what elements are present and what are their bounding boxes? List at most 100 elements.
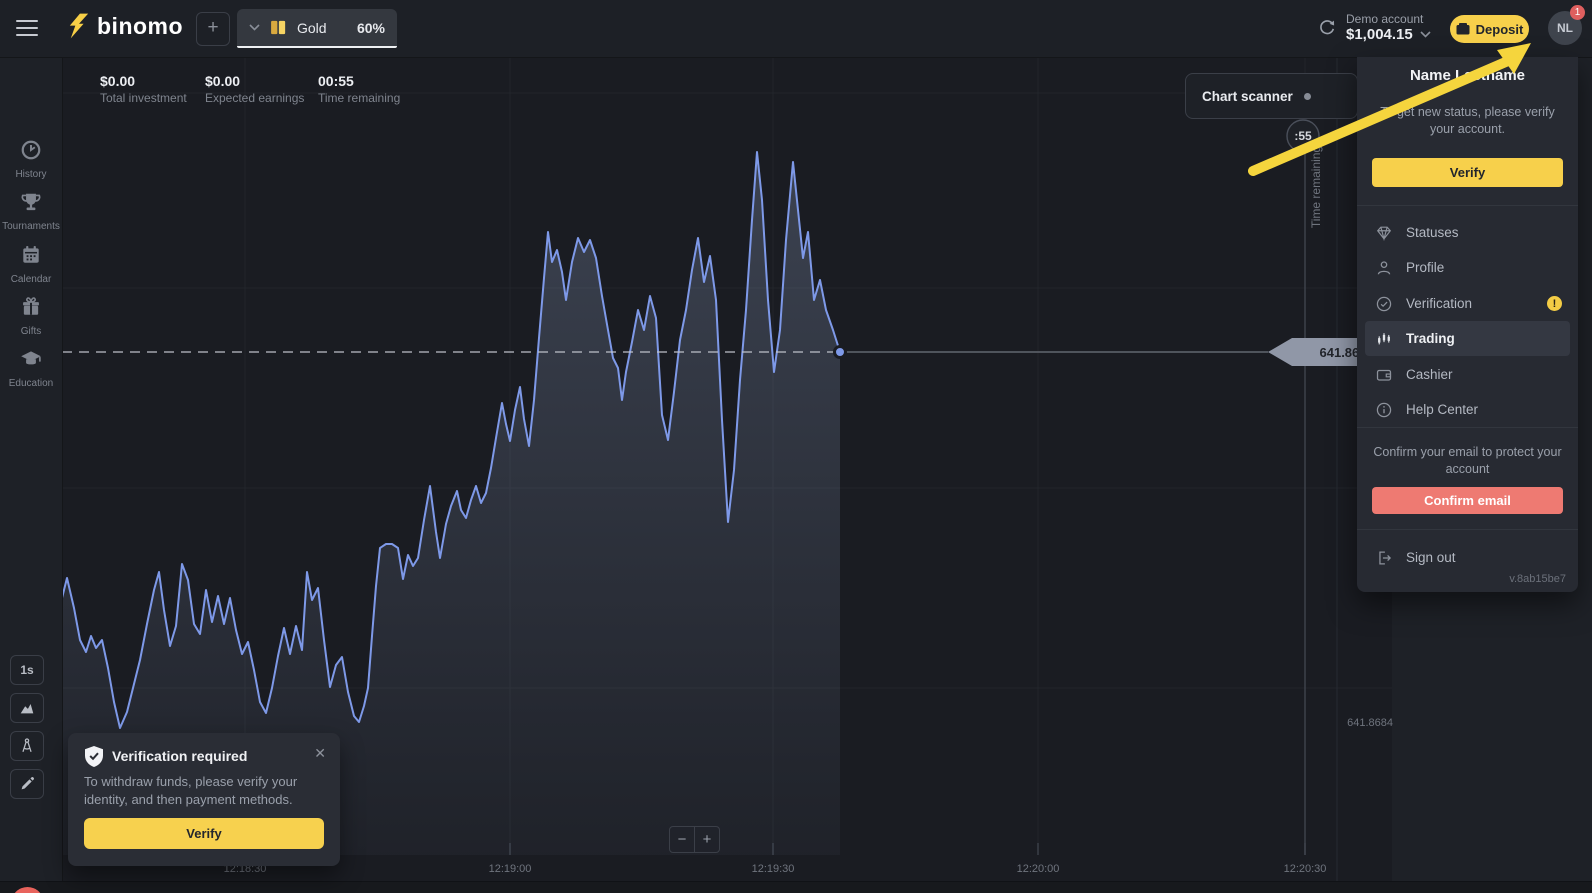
user-menu-panel: Name Lastname To get new status, please … xyxy=(1357,57,1578,592)
zoom-in-button[interactable]: + xyxy=(702,831,712,848)
menu-item-label: Verification xyxy=(1406,296,1473,311)
time-axis-label: 12:19:30 xyxy=(751,863,795,875)
stat-expected-earnings: $0.00 Expected earnings xyxy=(205,73,304,105)
wallet-icon xyxy=(1376,369,1392,381)
menu-item-label: Cashier xyxy=(1406,367,1453,382)
time-axis-label: 12:20:00 xyxy=(1016,863,1060,875)
left-sidebar: History Tournaments Calendar xyxy=(0,57,63,893)
asset-tab-gold[interactable]: Gold 60% xyxy=(237,9,397,48)
menu-item-statuses[interactable]: Statuses xyxy=(1365,215,1570,250)
app-version: v.8ab15be7 xyxy=(1509,573,1566,585)
sign-out-label: Sign out xyxy=(1406,550,1456,565)
verification-warning-badge: ! xyxy=(1547,296,1562,311)
chart-scanner-label: Chart scanner xyxy=(1202,88,1293,104)
time-axis-label: 12:19:00 xyxy=(488,863,532,875)
divider xyxy=(1357,427,1578,428)
time-axis-label: 12:18:30 xyxy=(223,863,267,875)
account-chevron-down-icon[interactable] xyxy=(1420,25,1431,43)
chart-scanner-button[interactable]: Chart scanner xyxy=(1185,73,1358,119)
menu-item-label: Trading xyxy=(1406,331,1455,346)
sidebar-item-label: Education xyxy=(8,378,54,389)
stat-label: Total investment xyxy=(100,91,187,105)
asset-payout: 60% xyxy=(356,19,385,36)
chart-scanner-status-dot xyxy=(1303,92,1311,100)
chevron-down-icon xyxy=(249,24,260,31)
asset-name: Gold xyxy=(297,19,327,36)
trophy-icon xyxy=(21,193,41,211)
gem-icon xyxy=(1376,226,1392,241)
sidebar-item-history[interactable]: History xyxy=(0,139,62,180)
sidebar-item-label: Calendar xyxy=(10,274,52,285)
wallet-icon xyxy=(1456,23,1470,35)
calendar-icon xyxy=(23,245,39,263)
user-name: Name Lastname xyxy=(1409,67,1526,84)
add-asset-button[interactable]: + xyxy=(196,12,230,46)
timeframe-button[interactable]: 1s xyxy=(10,655,44,685)
drawing-tools-button[interactable] xyxy=(10,769,44,799)
verify-account-button[interactable]: Verify xyxy=(1372,158,1563,187)
sidebar-item-education[interactable]: Education xyxy=(0,348,62,389)
menu-item-verification[interactable]: Verification ! xyxy=(1365,286,1570,321)
sidebar-item-label: Tournaments xyxy=(2,221,60,232)
sidebar-item-tournaments[interactable]: Tournaments xyxy=(0,191,62,232)
sidebar-item-label: Gifts xyxy=(20,326,42,337)
close-icon[interactable]: ✕ xyxy=(314,745,326,761)
time-axis: 12:18:30 12:19:00 12:19:30 12:20:00 12:20:30 xyxy=(62,863,1392,879)
menu-item-label: Profile xyxy=(1406,260,1445,275)
divider xyxy=(1357,205,1578,206)
account-type-label: Demo account xyxy=(1346,12,1424,26)
sign-out-button[interactable]: Sign out xyxy=(1365,540,1570,575)
pencil-icon xyxy=(21,777,34,790)
sidebar-item-label: History xyxy=(15,169,47,180)
verify-notification-button[interactable]: Verify xyxy=(84,818,324,849)
sidebar-item-calendar[interactable]: Calendar xyxy=(0,244,62,285)
time-axis-label: 12:20:30 xyxy=(1283,863,1327,875)
bottom-strip xyxy=(0,881,1592,893)
stat-value: 00:55 xyxy=(318,73,354,89)
check-circle-icon xyxy=(1376,296,1392,311)
gift-icon xyxy=(23,297,39,315)
account-balance: $1,004.15 xyxy=(1346,26,1413,43)
gold-asset-icon xyxy=(271,20,286,35)
stat-value: $0.00 xyxy=(100,73,136,89)
sign-out-icon xyxy=(1379,551,1392,564)
confirm-email-button[interactable]: Confirm email xyxy=(1372,487,1563,514)
menu-item-help-center[interactable]: Help Center xyxy=(1365,392,1570,427)
zoom-out-button[interactable]: − xyxy=(670,827,695,852)
clock-icon xyxy=(21,140,41,160)
candlestick-chart-icon xyxy=(1378,332,1390,344)
menu-item-label: Help Center xyxy=(1406,402,1479,417)
refresh-balance-icon[interactable] xyxy=(1318,19,1336,42)
divider xyxy=(1357,529,1578,530)
chart-type-button[interactable] xyxy=(10,693,44,723)
logo-text: binomo xyxy=(97,13,184,39)
email-hint: Confirm your email to protect your accou… xyxy=(1373,445,1562,476)
binomo-logo: binomo xyxy=(68,13,183,40)
time-remaining-axis-label: Time remaining xyxy=(1309,146,1323,228)
expiry-timer-text: :55 xyxy=(1294,129,1312,143)
stat-total-investment: $0.00 Total investment xyxy=(100,73,187,105)
sidebar-item-gifts[interactable]: Gifts xyxy=(0,296,62,337)
price-axis-label: 641.8684 xyxy=(1347,717,1393,729)
area-chart-icon xyxy=(20,703,34,714)
deposit-button[interactable]: Deposit xyxy=(1450,15,1529,43)
person-icon xyxy=(1377,260,1391,275)
indicators-button[interactable] xyxy=(10,731,44,761)
stat-label: Expected earnings xyxy=(205,91,305,105)
menu-item-label: Statuses xyxy=(1406,225,1459,240)
lightning-bolt-icon xyxy=(69,13,89,39)
drafting-compass-icon xyxy=(22,738,32,753)
help-button[interactable]: ? xyxy=(11,887,44,893)
shield-check-icon xyxy=(85,746,103,767)
menu-item-trading[interactable]: Trading xyxy=(1365,321,1570,356)
menu-icon[interactable] xyxy=(16,20,38,36)
stat-label: Time remaining xyxy=(318,91,401,105)
stat-value: $0.00 xyxy=(205,73,241,89)
current-price-tag-text: 641.868 xyxy=(1320,345,1367,360)
menu-item-profile[interactable]: Profile xyxy=(1365,250,1570,285)
notification-body: To withdraw funds, please verify your id… xyxy=(84,774,298,807)
menu-item-cashier[interactable]: Cashier xyxy=(1365,357,1570,392)
info-circle-icon xyxy=(1376,402,1392,417)
price-endpoint-dot xyxy=(833,345,847,359)
